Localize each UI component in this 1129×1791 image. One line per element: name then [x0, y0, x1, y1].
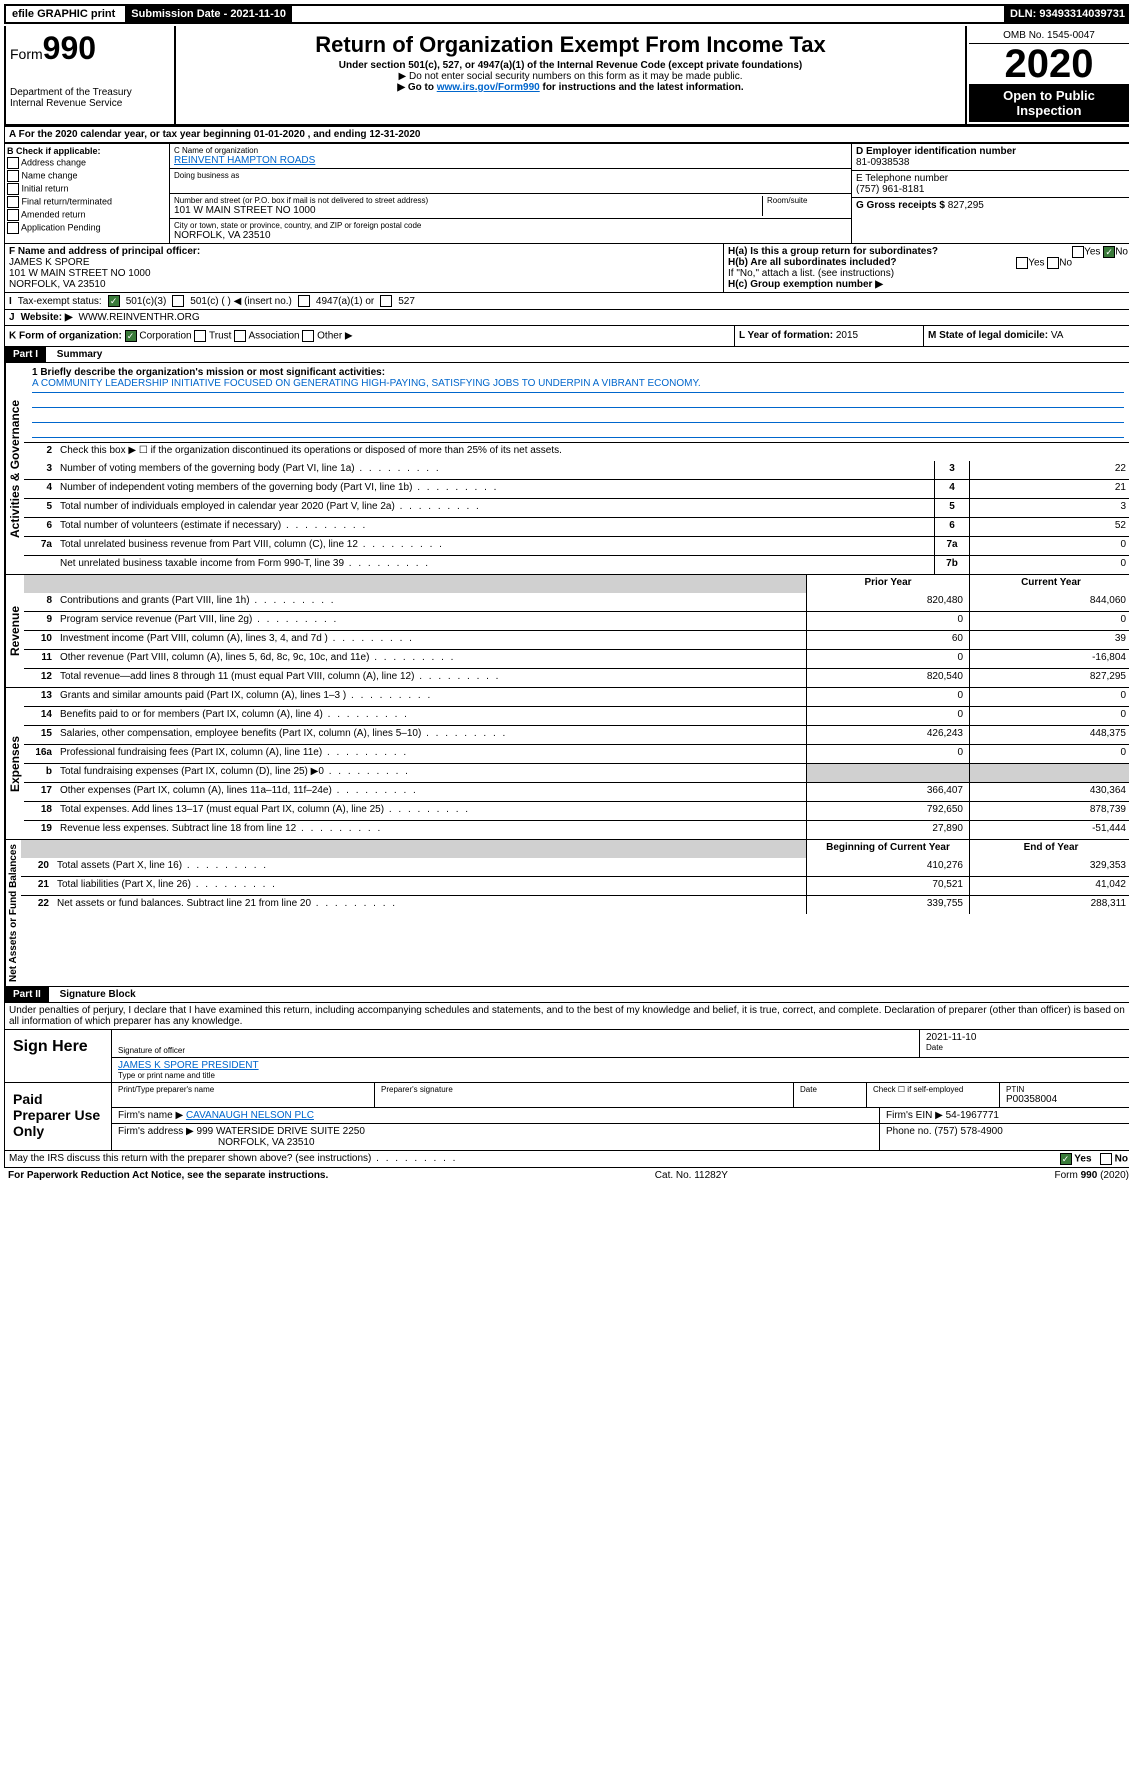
- website-value[interactable]: WWW.REINVENTHR.ORG: [79, 312, 200, 323]
- paid-preparer-block: Paid Preparer Use Only Print/Type prepar…: [4, 1083, 1129, 1151]
- part-i-revenue: Revenue Prior Year Current Year 8Contrib…: [4, 575, 1129, 688]
- table-row: 6Total number of volunteers (estimate if…: [24, 517, 1129, 536]
- org-city: NORFOLK, VA 23510: [174, 230, 847, 241]
- entity-info-block: B Check if applicable: Address change Na…: [4, 143, 1129, 244]
- ptin: P00358004: [1006, 1094, 1126, 1105]
- officer-name: JAMES K SPORE: [9, 257, 90, 268]
- table-row: 15Salaries, other compensation, employee…: [24, 725, 1129, 744]
- part-i-expenses: Expenses 13Grants and similar amounts pa…: [4, 688, 1129, 840]
- checkbox-4947[interactable]: [298, 295, 310, 307]
- checkbox-assoc[interactable]: [234, 330, 246, 342]
- form-title: Return of Organization Exempt From Incom…: [180, 32, 961, 58]
- part-i-header: Part I Summary: [4, 347, 1129, 363]
- gross-receipts: 827,295: [948, 200, 984, 211]
- form-footer: For Paperwork Reduction Act Notice, see …: [4, 1168, 1129, 1183]
- section-klm: K Form of organization: Corporation Trus…: [4, 326, 1129, 347]
- checkbox-amended[interactable]: [7, 209, 19, 221]
- section-fh: F Name and address of principal officer:…: [4, 244, 1129, 293]
- table-row: 10Investment income (Part VIII, column (…: [24, 630, 1129, 649]
- section-a-tax-year: A For the 2020 calendar year, or tax yea…: [4, 126, 1129, 143]
- open-to-public: Open to Public Inspection: [969, 84, 1129, 122]
- tax-year: 2020: [969, 44, 1129, 84]
- signature-date: 2021-11-10: [926, 1032, 1126, 1043]
- efile-label[interactable]: efile GRAPHIC print: [6, 6, 121, 22]
- checkbox-501c[interactable]: [172, 295, 184, 307]
- table-row: Net unrelated business taxable income fr…: [24, 555, 1129, 574]
- dln: DLN: 93493314039731: [1004, 6, 1129, 22]
- top-bar: efile GRAPHIC print Submission Date - 20…: [4, 4, 1129, 24]
- table-row: 16aProfessional fundraising fees (Part I…: [24, 744, 1129, 763]
- checkbox-discuss-no[interactable]: [1100, 1153, 1112, 1165]
- table-row: 20Total assets (Part X, line 16)410,2763…: [21, 858, 1129, 876]
- table-row: 9Program service revenue (Part VIII, lin…: [24, 611, 1129, 630]
- checkbox-ha-no[interactable]: [1103, 246, 1115, 258]
- telephone: (757) 961-8181: [856, 184, 1128, 195]
- section-b-checkboxes: B Check if applicable: Address change Na…: [5, 144, 170, 243]
- sign-here-block: Sign Here Signature of officer 2021-11-1…: [4, 1030, 1129, 1083]
- checkbox-trust[interactable]: [194, 330, 206, 342]
- firm-name[interactable]: CAVANAUGH NELSON PLC: [186, 1110, 314, 1121]
- discuss-row: May the IRS discuss this return with the…: [4, 1151, 1129, 1168]
- checkbox-final-return[interactable]: [7, 196, 19, 208]
- section-de-ids: D Employer identification number 81-0938…: [852, 144, 1129, 243]
- officer-printed-name[interactable]: JAMES K SPORE PRESIDENT: [118, 1060, 1126, 1071]
- checkbox-app-pending[interactable]: [7, 222, 19, 234]
- table-row: 8Contributions and grants (Part VIII, li…: [24, 593, 1129, 611]
- part-ii-header: Part II Signature Block: [4, 987, 1129, 1003]
- checkbox-501c3[interactable]: [108, 295, 120, 307]
- checkbox-hb-no[interactable]: [1047, 257, 1059, 269]
- table-row: 19Revenue less expenses. Subtract line 1…: [24, 820, 1129, 839]
- table-row: 5Total number of individuals employed in…: [24, 498, 1129, 517]
- checkbox-address-change[interactable]: [7, 157, 19, 169]
- section-i-tax-exempt: I Tax-exempt status: 501(c)(3) 501(c) ( …: [4, 293, 1129, 310]
- table-row: 11Other revenue (Part VIII, column (A), …: [24, 649, 1129, 668]
- form-header: Form990 Department of the Treasury Inter…: [4, 26, 1129, 126]
- part-i-governance: Activities & Governance 1 Briefly descri…: [4, 363, 1129, 575]
- form-subtitle: Under section 501(c), 527, or 4947(a)(1)…: [180, 60, 961, 71]
- table-row: 3Number of voting members of the governi…: [24, 461, 1129, 479]
- table-row: 7aTotal unrelated business revenue from …: [24, 536, 1129, 555]
- checkbox-initial-return[interactable]: [7, 183, 19, 195]
- table-row: bTotal fundraising expenses (Part IX, co…: [24, 763, 1129, 782]
- org-name[interactable]: REINVENT HAMPTON ROADS: [174, 155, 315, 166]
- note-goto: ▶ Go to www.irs.gov/Form990 for instruct…: [180, 82, 961, 93]
- mission-text: A COMMUNITY LEADERSHIP INITIATIVE FOCUSE…: [32, 378, 1124, 393]
- perjury-statement: Under penalties of perjury, I declare th…: [4, 1003, 1129, 1030]
- table-row: 4Number of independent voting members of…: [24, 479, 1129, 498]
- table-row: 14Benefits paid to or for members (Part …: [24, 706, 1129, 725]
- table-row: 22Net assets or fund balances. Subtract …: [21, 895, 1129, 914]
- section-j-website: J Website: ▶ WWW.REINVENTHR.ORG: [4, 310, 1129, 326]
- dept-treasury: Department of the Treasury Internal Reve…: [10, 87, 170, 109]
- table-row: 12Total revenue—add lines 8 through 11 (…: [24, 668, 1129, 687]
- form-number: Form990: [10, 30, 170, 67]
- year-formation: 2015: [836, 330, 858, 341]
- checkbox-discuss-yes[interactable]: [1060, 1153, 1072, 1165]
- org-street: 101 W MAIN STREET NO 1000: [174, 205, 762, 216]
- table-row: 17Other expenses (Part IX, column (A), l…: [24, 782, 1129, 801]
- part-i-netassets: Net Assets or Fund Balances Beginning of…: [4, 840, 1129, 987]
- checkbox-name-change[interactable]: [7, 170, 19, 182]
- firm-ein: 54-1967771: [946, 1110, 999, 1121]
- table-row: 13Grants and similar amounts paid (Part …: [24, 688, 1129, 706]
- irs-link[interactable]: www.irs.gov/Form990: [437, 82, 540, 93]
- state-domicile: VA: [1051, 330, 1064, 341]
- checkbox-527[interactable]: [380, 295, 392, 307]
- checkbox-ha-yes[interactable]: [1072, 246, 1084, 258]
- submission-date: Submission Date - 2021-11-10: [125, 6, 292, 22]
- checkbox-corp[interactable]: [125, 330, 137, 342]
- table-row: 21Total liabilities (Part X, line 26)70,…: [21, 876, 1129, 895]
- firm-address: 999 WATERSIDE DRIVE SUITE 2250: [197, 1126, 365, 1137]
- checkbox-hb-yes[interactable]: [1016, 257, 1028, 269]
- note-ssn: ▶ Do not enter social security numbers o…: [180, 71, 961, 82]
- checkbox-other[interactable]: [302, 330, 314, 342]
- table-row: 18Total expenses. Add lines 13–17 (must …: [24, 801, 1129, 820]
- firm-phone: (757) 578-4900: [934, 1126, 1002, 1137]
- section-c-name-address: C Name of organization REINVENT HAMPTON …: [170, 144, 852, 243]
- ein: 81-0938538: [856, 157, 909, 168]
